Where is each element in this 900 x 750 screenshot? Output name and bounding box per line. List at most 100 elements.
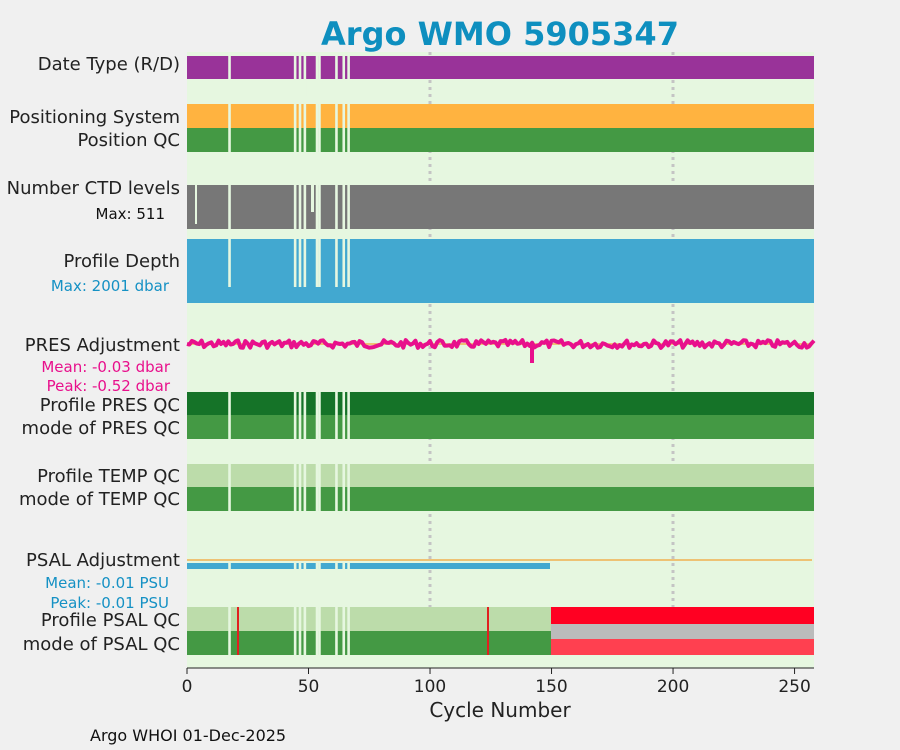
missing-cycle-gap (335, 607, 338, 655)
missing-cycle-gap (293, 464, 297, 511)
positioning-system-band (187, 104, 814, 128)
missing-cycle-gap (315, 185, 319, 229)
missing-cycle-gap (315, 56, 319, 96)
missing-cycle-gap (303, 563, 307, 569)
row-label-pres-adjustment: PRES Adjustment (25, 335, 180, 356)
missing-cycle-gaps (228, 56, 350, 655)
profile-psal-qc-band-good (187, 607, 551, 631)
missing-cycle-gap (293, 56, 297, 96)
row-label-profile-temp-qc: Profile TEMP QC (37, 466, 180, 487)
missing-cycle-gap (347, 563, 350, 569)
missing-cycle-gap (228, 239, 231, 287)
missing-cycle-gap (298, 185, 302, 229)
missing-cycle-gap (342, 563, 346, 569)
footer-credit: Argo WHOI 01-Dec-2025 (90, 726, 286, 745)
missing-cycle-gap (298, 563, 302, 569)
missing-cycle-gap (303, 185, 307, 229)
profile-pres-qc-band (187, 392, 814, 415)
missing-cycle-gap (293, 607, 297, 655)
missing-cycle-gap (303, 464, 307, 511)
x-tick-label: 50 (298, 677, 320, 697)
row-label-profile-pres-qc: Profile PRES QC (40, 395, 180, 416)
missing-cycle-gap (335, 185, 338, 229)
psal-adjustment-bar (187, 563, 550, 569)
mode-psal-qc-mid-band (551, 624, 814, 639)
missing-cycle-gap (228, 104, 231, 152)
profile-psal-qc-band-bad (551, 607, 814, 624)
depth-max-label: Max: 2001 dbar (51, 277, 170, 295)
missing-cycle-gap (347, 464, 350, 511)
x-tick-label: 200 (657, 677, 689, 697)
row-label-position-qc: Position QC (77, 130, 180, 151)
missing-cycle-gap (228, 563, 231, 569)
x-tick-label: 0 (182, 677, 193, 697)
missing-cycle-gap (335, 392, 338, 439)
pres-adjustment-trace (186, 338, 816, 350)
missing-cycle-gap (335, 239, 338, 287)
missing-cycle-gap (342, 239, 346, 287)
missing-cycle-gap (342, 56, 346, 96)
pres-peak-label: Peak: -0.52 dbar (47, 377, 171, 395)
missing-cycle-gap (315, 607, 319, 655)
n-levels-low-1 (195, 185, 197, 224)
n-levels-band (187, 185, 814, 229)
missing-cycle-gap (315, 464, 319, 511)
missing-cycle-gap (318, 104, 321, 152)
missing-cycle-gap (342, 607, 346, 655)
row-label-psal-adjustment: PSAL Adjustment (26, 550, 180, 571)
psal-qc-flag-21 (237, 607, 239, 655)
missing-cycle-gap (347, 607, 350, 655)
missing-cycle-gap (315, 104, 319, 152)
missing-cycle-gap (228, 392, 231, 439)
x-tick-label: 100 (414, 677, 446, 697)
row-label-profile-depth: Profile Depth (63, 251, 180, 272)
x-tick-label: 150 (535, 677, 567, 697)
row-label-profile-psal-qc: Profile PSAL QC (41, 610, 180, 631)
missing-cycle-gap (318, 607, 321, 655)
psal-mean-label: Mean: -0.01 PSU (45, 574, 169, 592)
psal-qc-flag-124 (487, 607, 489, 655)
missing-cycle-gap (298, 104, 302, 152)
missing-cycle-gap (298, 392, 302, 439)
row-label-n-levels: Number CTD levels (7, 178, 180, 199)
missing-cycle-gap (347, 392, 350, 439)
n-levels-max-label: Max: 511 (96, 205, 165, 223)
row-label-positioning-system: Positioning System (9, 107, 180, 128)
missing-cycle-gap (303, 104, 307, 152)
row-label-mode-temp-qc: mode of TEMP QC (19, 489, 180, 510)
missing-cycle-gap (228, 607, 231, 655)
missing-cycle-gap (293, 104, 297, 152)
x-axis: 0 50 100 150 200 250 (182, 667, 814, 697)
chart-title: Argo WMO 5905347 (321, 15, 679, 53)
missing-cycle-gap (318, 392, 321, 439)
missing-cycle-gap (298, 56, 302, 96)
mode-psal-qc-band-bad (551, 639, 814, 655)
mode-psal-qc-band-good (187, 631, 551, 655)
missing-cycle-gap (342, 464, 346, 511)
missing-cycle-gap (303, 239, 307, 287)
missing-cycle-gap (318, 464, 321, 511)
missing-cycle-gap (318, 563, 321, 569)
row-label-mode-pres-qc: mode of PRES QC (22, 418, 180, 439)
missing-cycle-gap (298, 464, 302, 511)
missing-cycle-gap (298, 239, 302, 287)
missing-cycle-gap (347, 56, 350, 96)
missing-cycle-gap (228, 464, 231, 511)
missing-cycle-gap (293, 392, 297, 439)
missing-cycle-gap (347, 239, 350, 287)
missing-cycle-gap (315, 392, 319, 439)
missing-cycle-gap (342, 185, 346, 229)
missing-cycle-gap (303, 392, 307, 439)
n-levels-low-2 (311, 185, 314, 212)
pres-adjustment-dip (530, 344, 534, 363)
missing-cycle-gap (335, 56, 338, 96)
missing-cycle-gap (318, 239, 321, 287)
missing-cycle-gap (318, 185, 321, 229)
missing-cycle-gap (293, 239, 297, 287)
mode-pres-qc-band (187, 415, 814, 439)
x-axis-label: Cycle Number (429, 698, 571, 722)
profile-depth-band (187, 239, 814, 303)
missing-cycle-gap (303, 607, 307, 655)
missing-cycle-gap (342, 104, 346, 152)
